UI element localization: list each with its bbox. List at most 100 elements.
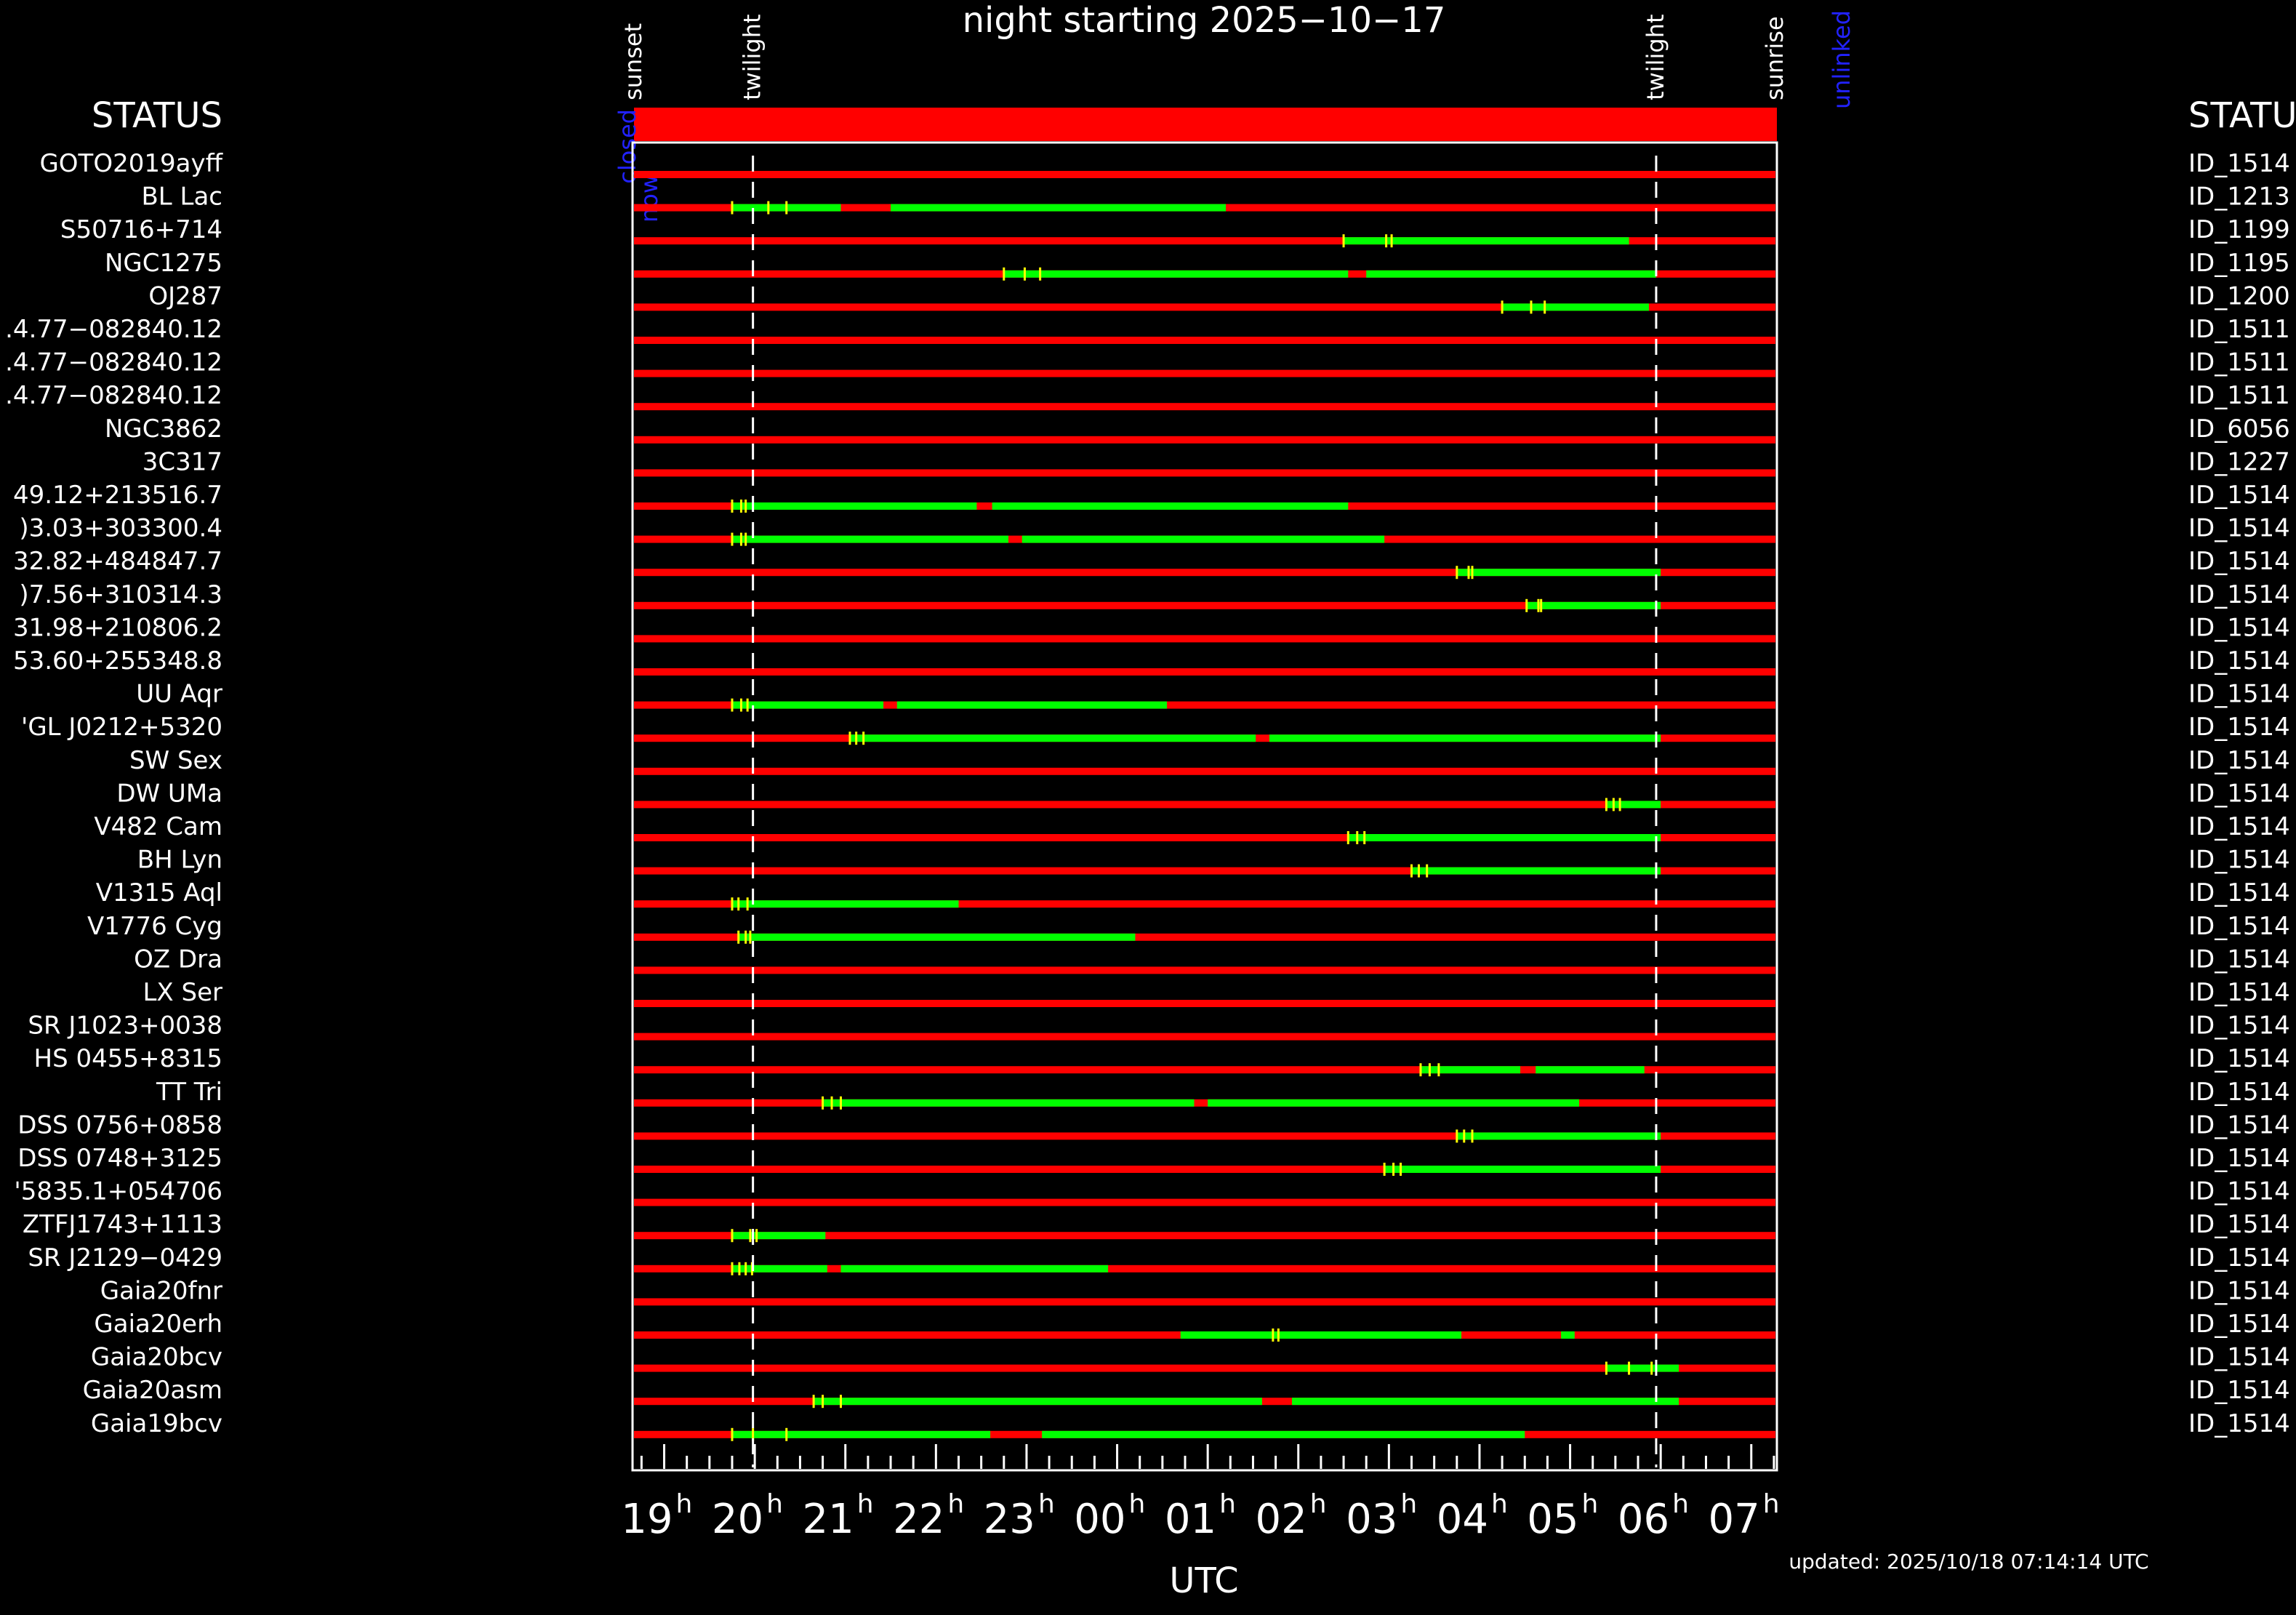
target-id: ID_1514 [2188,1276,2290,1305]
target-id: ID_1514 [2188,779,2290,808]
row-observation-marker [785,201,788,215]
row-observation-marker [1456,1129,1458,1143]
target-id: ID_1514 [2188,646,2290,676]
row-observation-marker [1277,1329,1280,1342]
target-row: HS 0455+8315 ID_1514 [34,1044,2290,1077]
x-tick-label: 05 h [1527,1489,1598,1543]
row-observation-marker [1426,864,1429,878]
row-observable-segment [738,933,1136,941]
row-observation-marker [1650,1361,1653,1375]
row-observable-segment [1606,1364,1679,1372]
x-tick-label-sup: h [676,1489,693,1519]
target-row: SR J2129−0429 ID_1514 [28,1243,2290,1275]
target-id: ID_1514 [2188,1310,2290,1339]
target-row: Gaia20fnr ID_1514 [100,1276,2290,1306]
x-tick-label-text: 02 [1255,1496,1306,1543]
x-tick-label-text: 23 [984,1496,1035,1543]
x-tick-label: 20 h [712,1489,783,1543]
x-tick-label: 03 h [1346,1489,1417,1543]
row-observable-segment [1536,1066,1645,1074]
row-observable-segment [1561,1331,1575,1339]
row-unobservable-bar [634,601,1775,609]
row-unobservable-bar [634,701,1775,709]
x-tick-label-sup: h [947,1489,964,1519]
row-observation-marker [746,698,749,712]
row-observation-marker [731,897,734,911]
x-tick-label-text: 20 [712,1496,763,1543]
x-tick-label: 01 h [1165,1489,1236,1543]
x-tick-label-sup: h [1219,1489,1236,1519]
x-tick-label-sup: h [1038,1489,1055,1519]
row-observation-marker [1501,300,1504,314]
row-observation-marker [840,1395,843,1408]
row-observation-marker [731,1262,734,1275]
row-observation-marker [1003,267,1005,281]
target-id: ID_1511 [2188,315,2290,344]
row-observation-marker [739,500,742,513]
row-observable-segment [992,502,1349,510]
row-observation-marker [1342,234,1345,248]
row-observation-marker [738,1262,741,1275]
target-row: Gaia20bcv ID_1514 [91,1343,2290,1375]
updated-timestamp: updated: 2025/10/18 07:14:14 UTC [1789,1550,2148,1574]
row-unobservable-bar [634,1298,1775,1306]
target-name: BL Lac [141,183,222,212]
row-observation-marker [731,500,734,513]
row-observation-marker [1346,831,1349,844]
row-observable-segment [1384,1166,1661,1173]
row-unobservable-bar [634,303,1775,311]
row-unobservable-bar [634,1099,1775,1107]
x-tick-label-sup: h [1672,1489,1689,1519]
target-id: ID_1213 [2188,183,2290,212]
target-row: Gaia19bcv ID_1514 [91,1409,2290,1441]
target-id: ID_1514 [2188,1044,2290,1073]
row-unobservable-bar [634,337,1775,344]
row-observation-marker [1471,1129,1474,1143]
target-id: ID_1514 [2188,878,2290,907]
row-observable-segment [1366,270,1656,278]
target-id: ID_1227 [2188,447,2290,476]
row-unobservable-bar [634,1066,1775,1074]
target-id: ID_1511 [2188,381,2290,410]
row-observation-marker [1437,1063,1440,1077]
target-id: ID_1514 [2188,481,2290,510]
x-tick-label-sup: h [857,1489,874,1519]
row-unobservable-bar [634,966,1775,974]
target-name: ZTFJ1743+1113 [23,1210,222,1239]
target-name: NGC3862 [105,414,222,444]
target-name: 3C317 [143,447,222,476]
target-name: 49.12+213516.7 [13,481,222,510]
target-row: .4.77−082840.12 ID_1511 [5,348,2290,377]
x-tick-label-sup: h [1491,1489,1508,1519]
row-observation-marker [1525,598,1528,612]
x-tick-label-text: 19 [621,1496,673,1543]
x-tick-label: 07 h [1709,1489,1780,1543]
target-row: '5835.1+054706 ID_1514 [14,1177,2290,1206]
row-observable-segment [896,701,1168,709]
target-row: V1776 Cyg ID_1514 [87,912,2290,944]
row-observation-marker [752,1427,755,1441]
x-tick-label: 04 h [1437,1489,1508,1543]
row-observation-marker [1356,831,1359,844]
row-observation-marker [744,500,747,513]
x-tick-label: 22 h [893,1489,964,1543]
row-observation-marker [1471,566,1474,580]
target-id: ID_1514 [2188,514,2290,543]
target-row: OJ287 ID_1200 [148,281,2290,314]
row-observation-marker [731,1427,734,1441]
target-row: BL Lac ID_1213 [141,183,2290,215]
row-observable-segment [731,1430,991,1438]
row-unobservable-bar [634,767,1775,775]
now-label: now [635,175,663,223]
row-observation-marker [1023,267,1026,281]
target-id: ID_1514 [2188,1210,2290,1239]
row-unobservable-bar [634,1166,1775,1173]
target-id: ID_1514 [2188,680,2290,709]
target-id: ID_1199 [2188,215,2290,244]
target-name: DSS 0748+3125 [17,1144,222,1173]
target-name: HS 0455+8315 [34,1044,223,1073]
row-observation-marker [1628,1361,1631,1375]
target-name: NGC1275 [105,249,222,278]
row-observation-marker [1456,566,1458,580]
